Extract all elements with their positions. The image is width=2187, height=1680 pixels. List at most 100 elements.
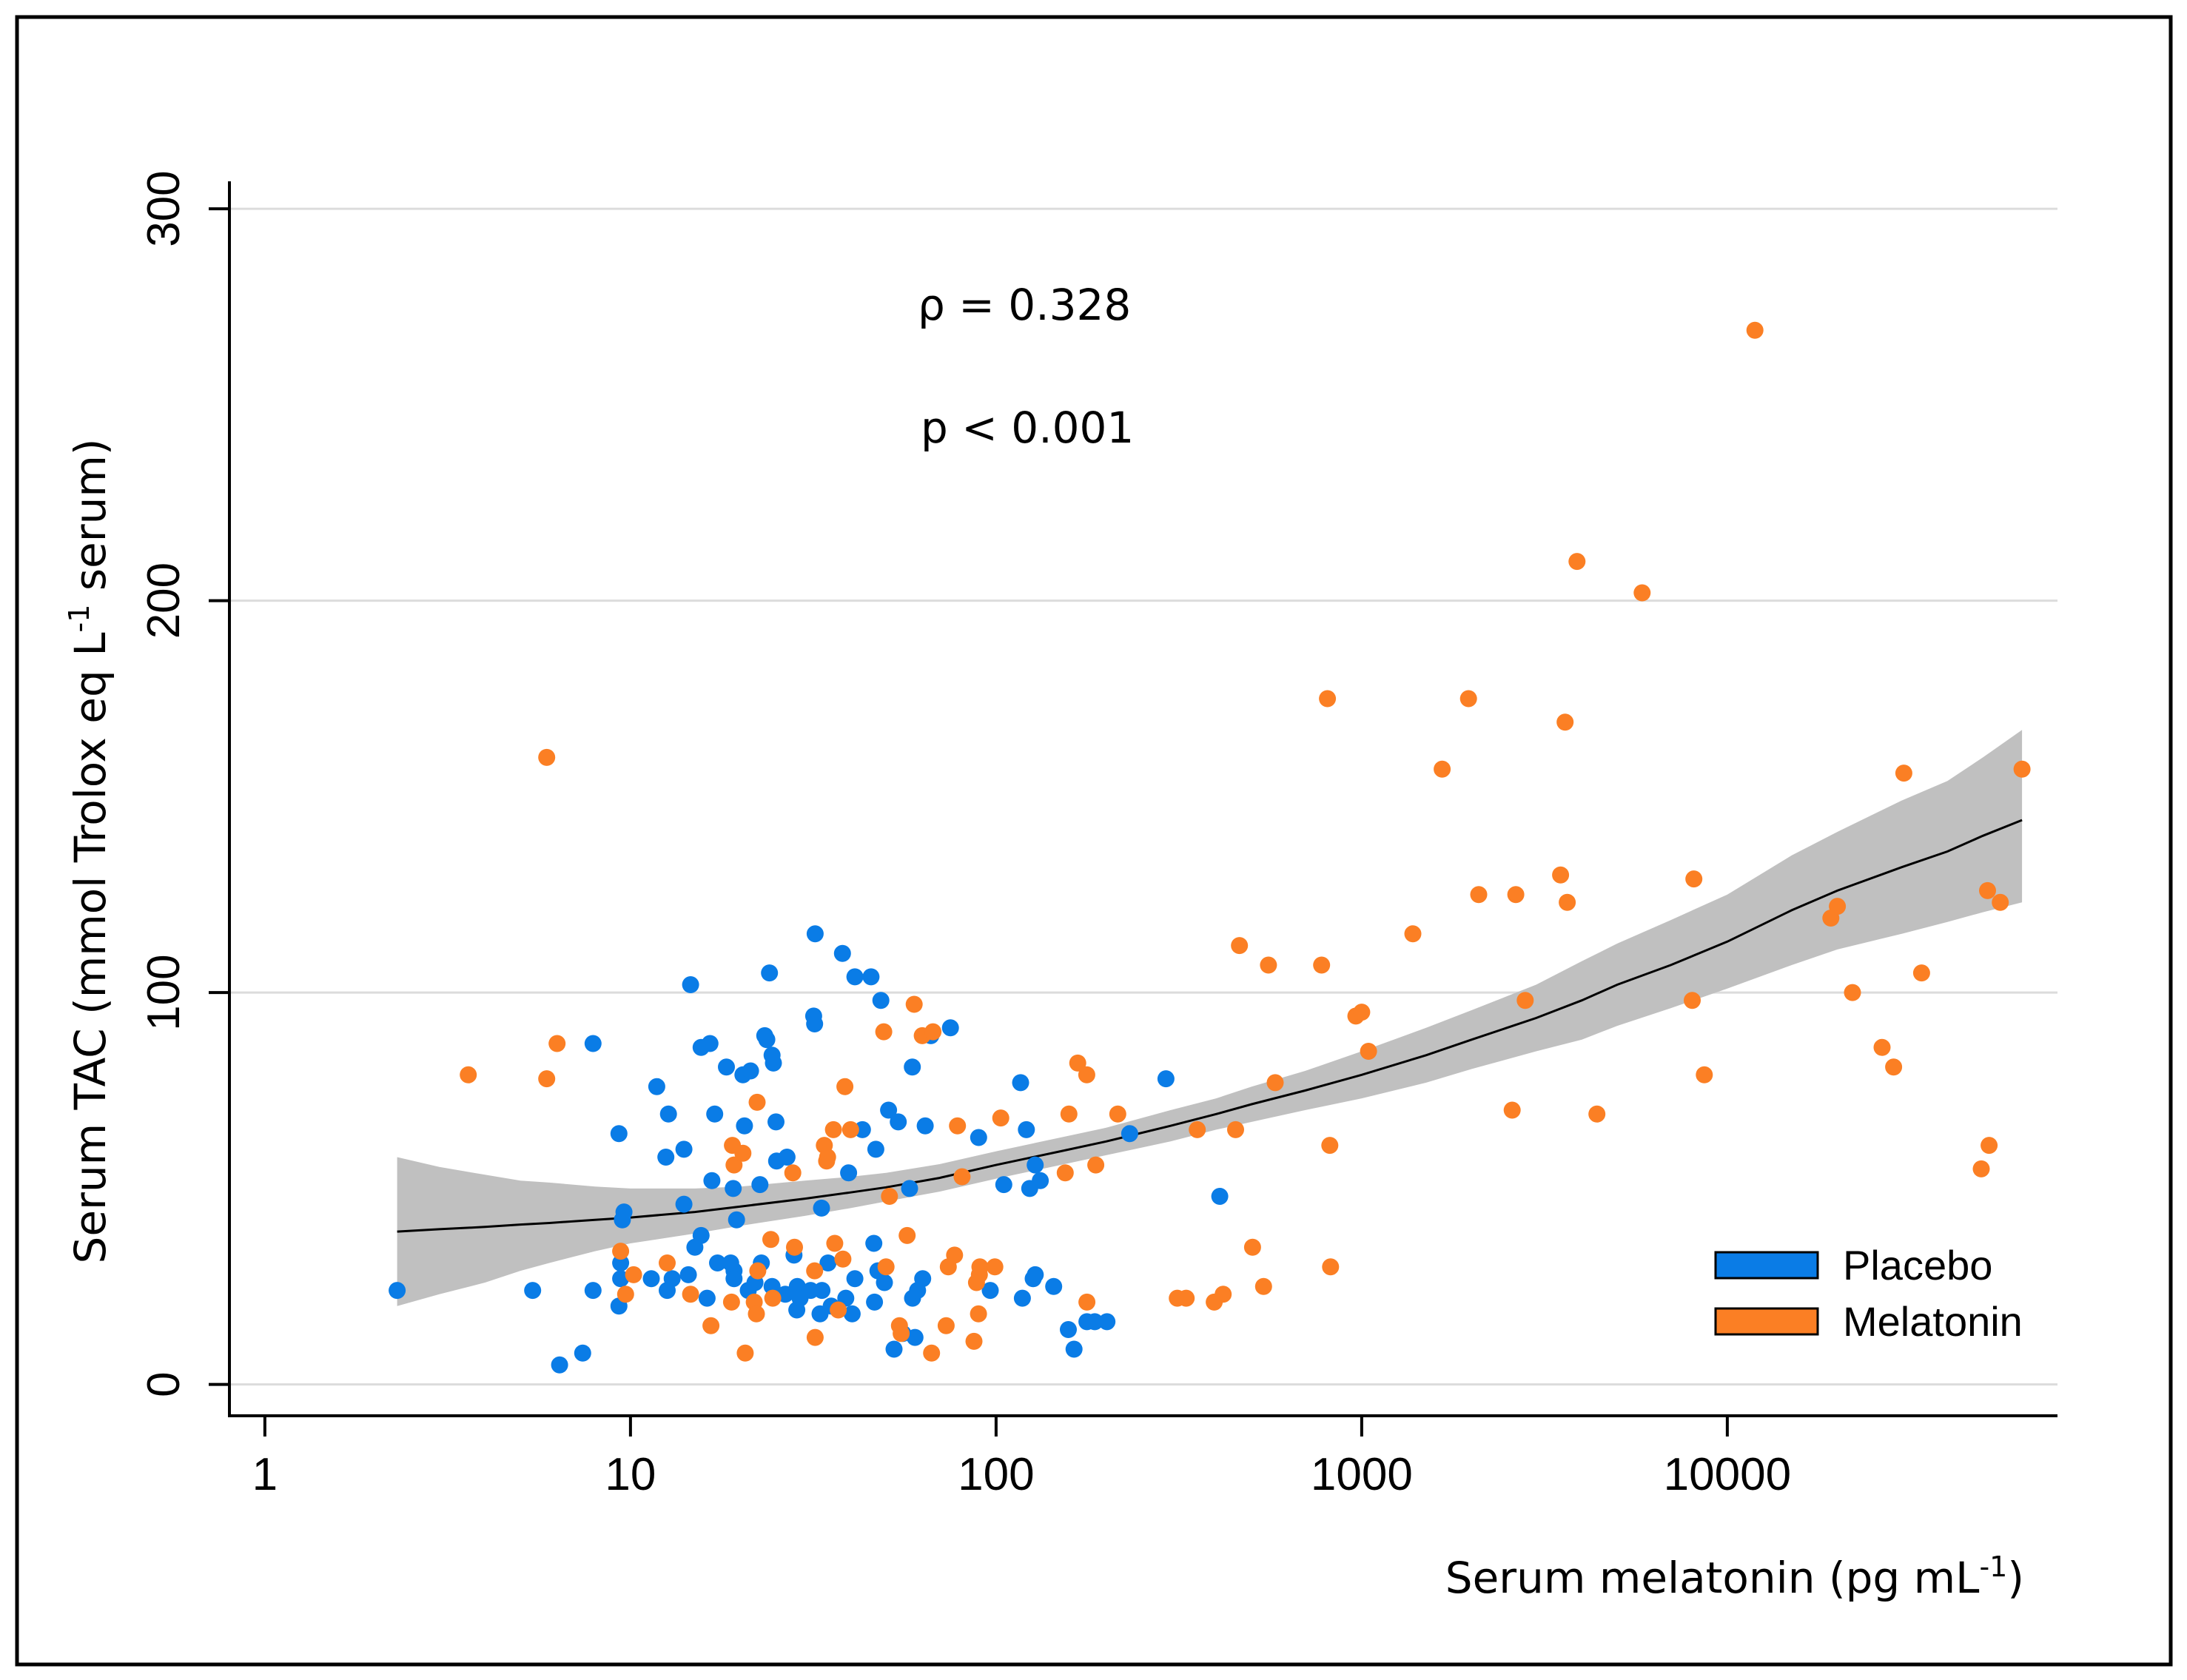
point-placebo-97 bbox=[1013, 1289, 1031, 1307]
figure-frame bbox=[15, 15, 2173, 1667]
y-tick-label-100: 100 bbox=[138, 954, 189, 1030]
point-melatonin-38 bbox=[893, 1325, 910, 1343]
point-placebo-111 bbox=[1157, 1070, 1175, 1088]
point-placebo-17 bbox=[663, 1270, 681, 1288]
point-placebo-1 bbox=[524, 1282, 542, 1300]
point-placebo-104 bbox=[1045, 1277, 1063, 1295]
point-melatonin-55 bbox=[992, 1109, 1009, 1127]
point-placebo-79 bbox=[876, 1274, 893, 1291]
point-melatonin-103 bbox=[1895, 765, 1912, 782]
point-placebo-63 bbox=[813, 1282, 831, 1300]
point-melatonin-93 bbox=[1633, 584, 1651, 602]
point-placebo-49 bbox=[767, 1113, 785, 1131]
point-melatonin-77 bbox=[1322, 1258, 1340, 1276]
point-placebo-72 bbox=[853, 1120, 871, 1138]
point-placebo-71 bbox=[846, 968, 864, 986]
point-melatonin-30 bbox=[830, 1301, 847, 1319]
point-melatonin-97 bbox=[1746, 321, 1764, 339]
point-melatonin-5 bbox=[617, 1286, 634, 1303]
point-melatonin-86 bbox=[1507, 886, 1525, 904]
confidence-band-group bbox=[397, 730, 2023, 1306]
point-melatonin-34 bbox=[875, 1023, 893, 1041]
point-placebo-0 bbox=[389, 1282, 406, 1300]
point-placebo-94 bbox=[981, 1282, 999, 1300]
point-melatonin-2 bbox=[538, 748, 556, 766]
point-placebo-35 bbox=[728, 1211, 745, 1229]
point-placebo-80 bbox=[880, 1101, 898, 1119]
point-melatonin-57 bbox=[1060, 1105, 1078, 1123]
point-placebo-76 bbox=[867, 1140, 884, 1158]
point-melatonin-33 bbox=[841, 1120, 859, 1138]
point-melatonin-43 bbox=[924, 1023, 942, 1041]
point-melatonin-1 bbox=[538, 1070, 556, 1088]
point-placebo-4 bbox=[584, 1035, 602, 1052]
point-placebo-32 bbox=[725, 1180, 742, 1197]
point-placebo-75 bbox=[866, 1293, 884, 1311]
x-tick-label-1000: 1000 bbox=[1311, 1449, 1413, 1500]
point-placebo-98 bbox=[1018, 1120, 1035, 1138]
point-placebo-93 bbox=[970, 1129, 987, 1146]
point-melatonin-99 bbox=[1829, 898, 1847, 915]
point-melatonin-68 bbox=[1227, 1120, 1244, 1138]
rho-annotation: ρ = 0.328 bbox=[918, 280, 1131, 330]
point-placebo-60 bbox=[806, 925, 824, 943]
point-melatonin-92 bbox=[1588, 1105, 1606, 1123]
point-melatonin-46 bbox=[946, 1246, 964, 1264]
point-melatonin-106 bbox=[1979, 881, 1996, 899]
point-placebo-27 bbox=[703, 1172, 721, 1189]
point-placebo-96 bbox=[1012, 1074, 1029, 1092]
point-placebo-101 bbox=[1027, 1156, 1044, 1174]
point-placebo-73 bbox=[862, 968, 880, 986]
confidence-band bbox=[397, 730, 2023, 1306]
point-placebo-85 bbox=[904, 1058, 921, 1076]
point-placebo-70 bbox=[846, 1270, 864, 1288]
axes-group: 0 100 200 300 1 10 100 1000 10000 bbox=[138, 170, 2057, 1500]
point-placebo-89 bbox=[914, 1270, 932, 1288]
legend-label-placebo: Placebo bbox=[1843, 1242, 1992, 1288]
point-melatonin-91 bbox=[1568, 553, 1586, 571]
point-placebo-109 bbox=[1098, 1313, 1116, 1331]
point-placebo-28 bbox=[706, 1105, 724, 1123]
y-tick-label-300: 300 bbox=[138, 170, 189, 246]
point-melatonin-87 bbox=[1516, 992, 1534, 1009]
point-melatonin-35 bbox=[877, 1258, 895, 1276]
point-placebo-87 bbox=[906, 1328, 924, 1346]
point-placebo-7 bbox=[615, 1203, 633, 1221]
point-placebo-13 bbox=[648, 1078, 665, 1095]
point-placebo-103 bbox=[1032, 1172, 1049, 1189]
point-melatonin-17 bbox=[748, 1093, 766, 1111]
point-placebo-34 bbox=[725, 1270, 743, 1288]
point-melatonin-54 bbox=[986, 1258, 1004, 1276]
x-tick-label-10000: 10000 bbox=[1664, 1449, 1791, 1500]
point-placebo-25 bbox=[698, 1289, 716, 1307]
point-melatonin-13 bbox=[734, 1144, 752, 1162]
point-melatonin-101 bbox=[1873, 1038, 1891, 1056]
point-melatonin-20 bbox=[764, 1289, 782, 1307]
point-melatonin-94 bbox=[1684, 992, 1701, 1009]
point-placebo-9 bbox=[612, 1270, 630, 1288]
point-placebo-37 bbox=[736, 1117, 753, 1135]
point-melatonin-10 bbox=[722, 1293, 740, 1311]
point-placebo-19 bbox=[675, 1140, 693, 1158]
point-melatonin-39 bbox=[898, 1226, 916, 1244]
y-axis-title: Serum TAC (mmol Trolox eq L-1 serum) bbox=[63, 439, 115, 1264]
legend-swatch-placebo bbox=[1714, 1251, 1819, 1280]
point-melatonin-65 bbox=[1189, 1120, 1206, 1138]
point-melatonin-23 bbox=[806, 1262, 824, 1280]
point-melatonin-95 bbox=[1685, 870, 1703, 888]
point-placebo-39 bbox=[742, 1062, 759, 1080]
point-melatonin-102 bbox=[1885, 1058, 1903, 1076]
point-placebo-11 bbox=[584, 1282, 602, 1300]
gridlines bbox=[229, 207, 2057, 1386]
point-melatonin-62 bbox=[1109, 1105, 1126, 1123]
point-melatonin-7 bbox=[659, 1254, 676, 1271]
point-melatonin-48 bbox=[953, 1168, 971, 1186]
point-melatonin-40 bbox=[905, 995, 923, 1013]
point-melatonin-53 bbox=[971, 1258, 989, 1276]
point-melatonin-60 bbox=[1078, 1293, 1096, 1311]
point-placebo-5 bbox=[610, 1125, 628, 1143]
point-melatonin-83 bbox=[1459, 690, 1477, 708]
point-melatonin-109 bbox=[2013, 760, 2031, 778]
point-melatonin-3 bbox=[548, 1035, 566, 1052]
